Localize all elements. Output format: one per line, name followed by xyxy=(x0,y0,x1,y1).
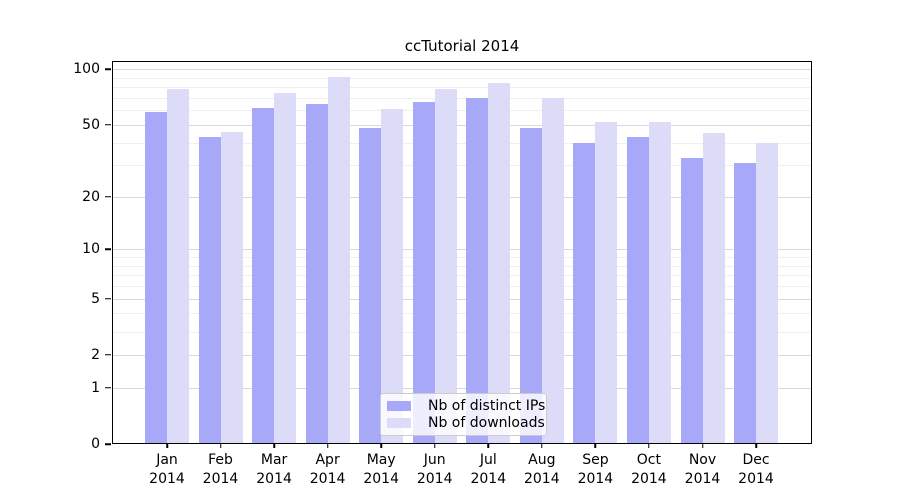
xtick-label-sep: Sep 2014 xyxy=(577,452,614,487)
bar-distinct-ips-dec xyxy=(734,162,756,443)
ytick-mark-20 xyxy=(105,196,111,198)
xtick-mark-dec xyxy=(755,443,757,448)
gridline-major-2 xyxy=(112,354,812,356)
ytick-label-5: 5 xyxy=(91,290,100,307)
ytick-label-2: 2 xyxy=(91,346,100,363)
ytick-label-1: 1 xyxy=(91,379,100,396)
ytick-label-20: 20 xyxy=(82,188,100,205)
ytick-label-100: 100 xyxy=(73,61,100,78)
bar-distinct-ips-jun xyxy=(412,101,435,443)
legend: Nb of distinct IPs Nb of downloads xyxy=(380,393,547,436)
gridline-major-10 xyxy=(112,249,812,251)
bar-downloads-mar xyxy=(274,92,297,443)
bar-distinct-ips-apr xyxy=(305,103,328,443)
xtick-mark-feb xyxy=(219,443,222,448)
gridline-major-100 xyxy=(112,69,812,71)
bar-distinct-ips-may xyxy=(359,128,382,443)
gridline-major-5 xyxy=(112,298,812,300)
xtick-label-dec: Dec 2014 xyxy=(738,452,774,487)
xtick-label-aug: Aug 2014 xyxy=(523,452,560,487)
gridline-minor-9 xyxy=(112,257,812,259)
bar-distinct-ips-jan xyxy=(145,111,167,443)
bar-distinct-ips-sep xyxy=(573,142,596,443)
bar-downloads-feb xyxy=(220,131,243,443)
xtick-mark-aug xyxy=(541,443,543,448)
bar-distinct-ips-oct xyxy=(626,136,649,443)
gridline-minor-4 xyxy=(112,313,812,315)
ytick-label-10: 10 xyxy=(82,241,100,258)
gridline-minor-40 xyxy=(112,142,812,144)
gridline-major-50 xyxy=(112,124,812,126)
chart-title: ccTutorial 2014 xyxy=(404,37,520,55)
legend-swatch-downloads xyxy=(387,417,411,428)
bar-downloads-aug xyxy=(541,98,564,443)
xtick-mark-jan xyxy=(166,443,168,448)
xtick-label-jun: Jun 2014 xyxy=(416,452,453,487)
gridline-major-1 xyxy=(112,387,812,389)
xtick-label-feb: Feb 2014 xyxy=(202,452,239,487)
ytick-mark-100 xyxy=(105,68,111,71)
bar-downloads-apr xyxy=(327,77,350,443)
xtick-mark-mar xyxy=(273,443,275,448)
xtick-label-jan: Jan 2014 xyxy=(149,452,185,487)
plot-area xyxy=(112,61,812,444)
ytick-mark-50 xyxy=(105,124,111,126)
gridline-major-20 xyxy=(112,196,812,198)
xtick-label-mar: Mar 2014 xyxy=(256,452,292,487)
xtick-mark-may xyxy=(380,443,382,448)
xtick-mark-sep xyxy=(594,443,597,448)
bar-downloads-jul xyxy=(488,83,511,443)
gridline-minor-3 xyxy=(112,331,812,333)
bar-downloads-may xyxy=(381,109,404,443)
bar-downloads-sep xyxy=(595,121,618,443)
xtick-label-oct: Oct 2014 xyxy=(631,452,667,487)
gridline-minor-90 xyxy=(112,77,812,79)
xtick-mark-jul xyxy=(487,443,490,448)
gridline-minor-70 xyxy=(112,98,812,99)
xtick-mark-nov xyxy=(701,443,704,448)
bar-downloads-jun xyxy=(434,89,457,443)
bar-distinct-ips-jul xyxy=(466,98,489,443)
bar-distinct-ips-aug xyxy=(519,128,542,443)
gridline-minor-8 xyxy=(112,265,812,267)
ytick-label-50: 50 xyxy=(82,116,100,133)
gridline-minor-7 xyxy=(112,275,812,277)
xtick-mark-jun xyxy=(433,443,436,448)
bar-distinct-ips-feb xyxy=(198,136,221,443)
xtick-mark-apr xyxy=(326,443,329,448)
ytick-mark-1 xyxy=(105,386,111,389)
xtick-label-nov: Nov 2014 xyxy=(684,452,721,487)
legend-label-distinct-ips: Nb of distinct IPs xyxy=(428,398,546,415)
ytick-mark-5 xyxy=(105,297,111,300)
legend-item-downloads: Nb of downloads xyxy=(387,415,545,431)
gridline-minor-30 xyxy=(112,165,812,167)
xtick-label-jul: Jul 2014 xyxy=(470,452,507,487)
ytick-mark-10 xyxy=(105,248,111,251)
gridline-minor-60 xyxy=(112,110,812,112)
bar-downloads-dec xyxy=(756,142,778,443)
gridline-minor-6 xyxy=(112,286,812,288)
xtick-mark-oct xyxy=(648,443,650,448)
ytick-mark-0 xyxy=(105,443,111,445)
bar-distinct-ips-mar xyxy=(252,107,275,443)
gridline-minor-80 xyxy=(112,87,812,89)
legend-item-distinct-ips: Nb of distinct IPs xyxy=(387,398,545,414)
legend-swatch-distinct-ips xyxy=(387,401,411,412)
bar-downloads-oct xyxy=(648,121,671,443)
xtick-label-may: May 2014 xyxy=(363,452,400,487)
ytick-mark-2 xyxy=(105,354,111,356)
legend-label-downloads: Nb of downloads xyxy=(428,414,545,431)
ytick-label-0: 0 xyxy=(91,436,100,452)
bar-downloads-nov xyxy=(702,133,725,443)
bar-downloads-jan xyxy=(167,89,189,443)
xtick-label-apr: Apr 2014 xyxy=(309,452,346,487)
bar-distinct-ips-nov xyxy=(680,157,703,443)
